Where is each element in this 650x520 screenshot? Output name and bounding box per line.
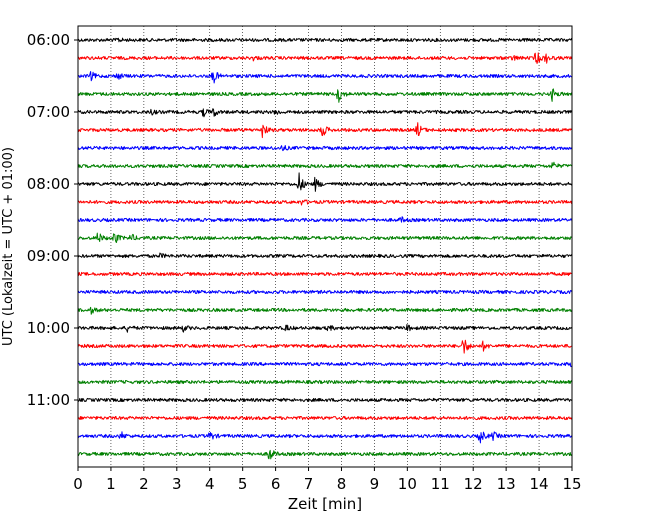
x-tick-label: 13	[497, 475, 516, 493]
trace-0815	[77, 199, 573, 206]
trace-0745	[77, 161, 573, 169]
seismic-traces	[77, 37, 573, 460]
x-axis-label: Zeit [min]	[288, 495, 362, 513]
trace-0930	[77, 289, 573, 295]
x-axis-ticks: 0 1 2 3 4 5 6 7 8 9 10 11 12 13 14 15	[73, 467, 582, 493]
trace-0730	[77, 144, 573, 152]
x-tick-label: 12	[464, 475, 483, 493]
trace-1130	[77, 431, 573, 444]
x-tick-label: 11	[431, 475, 450, 493]
x-tick-label: 1	[106, 475, 116, 493]
trace-0845	[77, 232, 573, 243]
x-tick-label: 3	[172, 475, 182, 493]
trace-1015	[77, 339, 573, 354]
trace-1000	[77, 324, 573, 333]
x-tick-label: 6	[271, 475, 281, 493]
trace-1100	[77, 397, 573, 403]
trace-0900	[77, 252, 573, 259]
y-axis-label: UTC (Lokalzeit = UTC + 01:00)	[1, 147, 16, 346]
y-tick-label: 08:00	[27, 175, 70, 193]
x-tick-label: 0	[73, 475, 83, 493]
trace-0915	[77, 271, 573, 277]
trace-0945	[77, 306, 573, 315]
trace-0715	[77, 122, 573, 139]
x-tick-label: 5	[238, 475, 248, 493]
trace-0615	[77, 52, 573, 65]
trace-1115	[77, 415, 573, 421]
trace-0700	[77, 108, 573, 118]
y-tick-label: 07:00	[27, 103, 70, 121]
x-tick-label: 7	[304, 475, 314, 493]
trace-0800	[77, 172, 573, 192]
plot-frame	[77, 25, 573, 468]
trace-1030	[77, 361, 573, 368]
trace-0645	[77, 88, 573, 103]
trace-1045	[77, 379, 573, 385]
x-tick-label: 4	[205, 475, 215, 493]
trace-1145	[77, 449, 573, 460]
y-axis-ticks: 06:00 07:00 08:00 09:00 10:00 11:00	[27, 31, 78, 409]
y-tick-label: 09:00	[27, 247, 70, 265]
x-tick-label: 9	[370, 475, 380, 493]
y-tick-label: 10:00	[27, 319, 70, 337]
x-tick-label: 8	[337, 475, 347, 493]
trace-0630	[77, 71, 573, 84]
x-tick-label: 10	[398, 475, 417, 493]
trace-0600	[77, 37, 573, 43]
x-tick-label: 2	[139, 475, 149, 493]
trace-0830	[77, 216, 573, 223]
x-tick-label: 15	[562, 475, 581, 493]
y-tick-label: 06:00	[27, 31, 70, 49]
x-tick-label: 14	[530, 475, 549, 493]
y-tick-label: 11:00	[27, 391, 70, 409]
